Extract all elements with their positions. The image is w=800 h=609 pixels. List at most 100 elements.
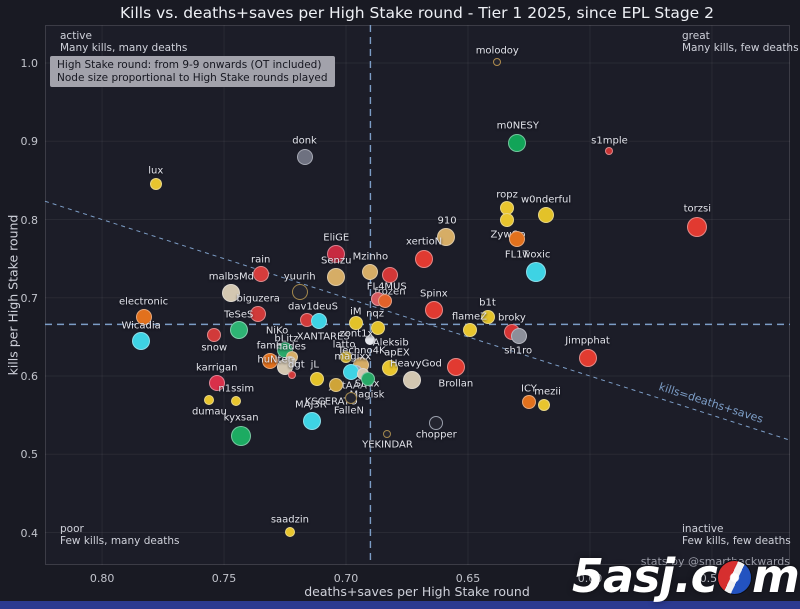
watermark: 5asj.c m: [572, 549, 800, 603]
corner-poor-desc: Few kills, many deaths: [60, 534, 180, 547]
data-point-ZywOo: [500, 212, 515, 227]
data-point-label-Brollan: Brollan: [438, 378, 474, 390]
watermark-ball-icon: [716, 560, 752, 595]
y-tick-label: 0.9: [20, 135, 39, 149]
data-point-iM: [348, 315, 363, 330]
data-point-label-ropz: ropz: [496, 189, 518, 201]
data-point-HeavyGod: [402, 370, 421, 389]
data-point-woxic: [526, 261, 547, 282]
data-point-Magisk: [360, 372, 375, 387]
data-point-label-Aleksib: Aleksib: [372, 337, 409, 349]
data-point-label-ICY: ICY: [521, 383, 537, 395]
data-point-saadzin: [284, 526, 295, 537]
data-point-label-w0nderful: w0nderful: [520, 194, 572, 206]
data-point-molodoy: [493, 58, 502, 67]
y-tick-label: 0.8: [20, 213, 39, 227]
data-point-label-nqz: nqz: [366, 308, 385, 320]
y-tick-label: 0.7: [20, 291, 39, 305]
data-point-label-fame: fame: [256, 340, 283, 352]
y-tick-label: 0.6: [20, 370, 39, 384]
data-point-biguzera: [250, 306, 267, 323]
data-point-label-Techno4K: Techno4K: [337, 345, 386, 357]
corner-active-desc: Many kills, many deaths: [60, 41, 188, 54]
x-tick-label: 0.65: [455, 572, 481, 585]
corner-great-desc: Many kills, few deaths: [682, 41, 799, 54]
data-point-lux: [149, 178, 162, 191]
data-point-label-EliGE: EliGE: [323, 232, 350, 244]
data-point-label-iM: iM: [350, 306, 362, 318]
data-point-label-karrigan: karrigan: [196, 362, 238, 374]
data-point-chopper: [429, 415, 444, 430]
data-point-Senzu: [327, 268, 346, 287]
data-point-dgt: [288, 371, 297, 380]
data-point-label-jL: jL: [310, 359, 319, 371]
data-point-rain: [252, 266, 269, 283]
data-point-label-frozen: frozen: [374, 286, 406, 298]
data-point-label-b1t: b1t: [479, 297, 496, 309]
data-point-label-Spinx: Spinx: [419, 288, 448, 299]
data-point-label-huNter-: huNter-: [257, 354, 295, 366]
data-point-s1mple: [605, 147, 614, 156]
data-point-label-electronic: electronic: [118, 296, 169, 308]
data-point-label-woxic: woxic: [522, 249, 551, 261]
data-point-label-TeSeS: TeSeS: [223, 309, 254, 321]
corner-poor-tag: poor: [60, 523, 84, 535]
data-point-snow: [207, 327, 222, 342]
data-point-label-chopper: chopper: [415, 429, 457, 441]
data-point-label-dav1deuS: dav1deuS: [288, 301, 338, 313]
y-tick-label: 0.4: [20, 526, 39, 540]
data-point-label-molodoy: molodoy: [475, 45, 519, 57]
x-axis-label: deaths+saves per High Stake round: [304, 584, 530, 599]
data-point-zont1x: [365, 335, 376, 346]
data-point-label-mezii: mezii: [534, 386, 561, 398]
data-point-TeSeS: [229, 320, 248, 339]
data-point-frozen: [381, 267, 398, 284]
data-point-malbsMd: [222, 284, 241, 303]
data-point-karrigan: [208, 375, 225, 392]
credit-text: stats by @smartbackwards: [640, 555, 790, 568]
data-point-m0NESY: [507, 133, 526, 152]
data-point-label-s1mple: s1mple: [591, 135, 628, 147]
data-point-label-NiKo: NiKo: [265, 325, 289, 337]
x-tick-label: 0.70: [333, 572, 359, 585]
corner-poor: poor Few kills, many deaths: [60, 523, 180, 547]
data-point-label-apEX: apEX: [384, 347, 410, 359]
data-point-label-Senzu: Senzu: [321, 255, 352, 267]
data-point-Brollan: [446, 358, 465, 377]
data-point-label-FL4MUS: FL4MUS: [366, 281, 407, 293]
plot-area: [45, 25, 790, 565]
data-point-label-HeavyGod: HeavyGod: [389, 358, 442, 370]
data-point-b1t: [480, 310, 495, 325]
data-point-Wicadia: [132, 331, 151, 350]
data-point-dumau: [204, 395, 215, 406]
data-point-label-magixx: magixx: [334, 351, 372, 363]
data-point-mezii: [537, 398, 550, 411]
data-point-label-Jimpphat: Jimpphat: [565, 335, 610, 347]
data-point-label-dgt: dgt: [288, 359, 305, 371]
y-tick-label: 1.0: [20, 57, 39, 71]
data-point-Mzinho: [362, 263, 379, 280]
watermark-text-right: m: [751, 549, 800, 603]
data-point-label-saadzin: saadzin: [270, 514, 309, 526]
data-point-label-KSCERATO: KSCERATO: [304, 396, 358, 408]
data-point-label-Mzinho: Mzinho: [352, 251, 389, 263]
data-point-label-n1ssim: n1ssim: [218, 383, 255, 395]
data-point-flameZ: [463, 322, 478, 337]
data-point-label-broky: broky: [498, 312, 526, 324]
corner-great: great Many kills, few deaths: [682, 30, 799, 54]
y-tick-label: 0.5: [20, 448, 39, 462]
data-point-label-Wicadia: Wicadia: [121, 320, 161, 332]
data-point-label-kyxsan: kyxsan: [223, 412, 259, 424]
data-point-sh1ro: [511, 328, 528, 345]
data-point-label-FL1T: FL1T: [504, 249, 529, 261]
data-point-torzsi: [687, 217, 708, 238]
data-point-label-MAJ3R: MAJ3R: [294, 399, 327, 411]
data-point-label-sh1ro: sh1ro: [504, 345, 533, 357]
data-point-label-m0NESY: m0NESY: [496, 120, 539, 132]
chart-title: Kills vs. deaths+saves per High Stake ro…: [120, 4, 714, 22]
data-point-910: [437, 227, 456, 246]
x-tick-label: 0.80: [89, 572, 115, 585]
data-point-label-YEKINDAR: YEKINDAR: [362, 439, 413, 451]
note-box: High Stake round: from 9-9 onwards (OT i…: [50, 56, 335, 87]
